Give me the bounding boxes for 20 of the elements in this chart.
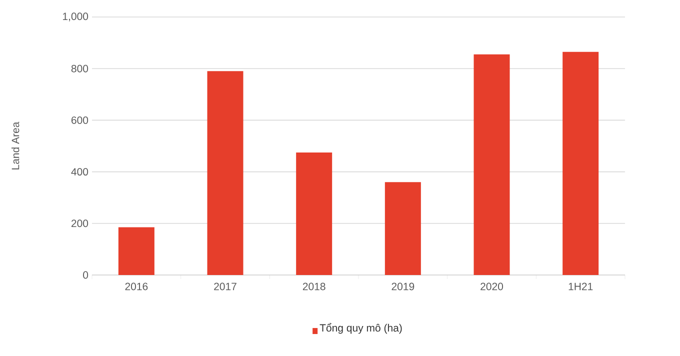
x-tick-label: 2017	[214, 282, 236, 290]
y-tick-label: 200	[71, 220, 88, 228]
bar	[118, 227, 154, 275]
x-tick-label: 2020	[480, 282, 504, 290]
x-tick-label: 2016	[125, 282, 148, 290]
bar	[296, 152, 332, 275]
y-tick-label: 800	[71, 64, 88, 72]
x-tick-label: 2018	[302, 282, 326, 290]
bar	[384, 182, 421, 275]
y-tick-label: 600	[71, 116, 88, 124]
bar	[562, 52, 599, 275]
y-tick-label: 400	[71, 168, 88, 176]
x-tick-label: 1H21	[568, 282, 593, 290]
y-tick-label: 1,000	[63, 12, 88, 22]
x-tick-label: 2019	[392, 282, 414, 290]
y-tick-label: 0	[83, 271, 88, 279]
bar	[474, 54, 510, 275]
legend-label: Tổng quy mô (ha)	[320, 323, 402, 334]
bar	[207, 71, 244, 275]
y-axis-title: Land Area	[11, 122, 20, 170]
